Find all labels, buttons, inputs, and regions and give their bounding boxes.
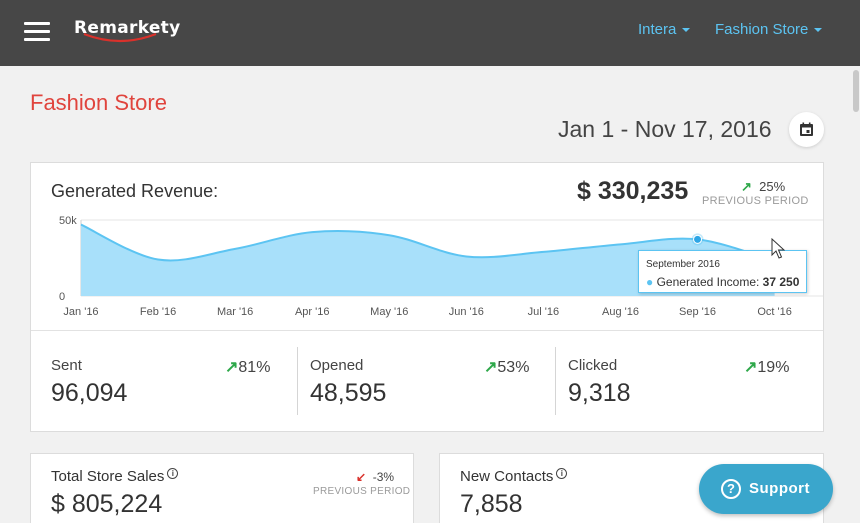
metric-trend-value: 53% bbox=[497, 359, 530, 376]
menu-icon[interactable] bbox=[24, 22, 50, 42]
x-tick-label: Jun '16 bbox=[449, 306, 484, 318]
metric-label: Clicked bbox=[568, 357, 618, 374]
revenue-trend: ↗ 25% bbox=[741, 179, 785, 195]
trend-up-icon: ↗ bbox=[225, 359, 239, 376]
metric-value: 96,094 bbox=[51, 379, 128, 407]
tooltip-date: September 2016 bbox=[646, 259, 720, 270]
metric-value: 9,318 bbox=[568, 379, 631, 407]
trend-up-icon: ↗ bbox=[741, 179, 752, 194]
page-scrollbar-track[interactable] bbox=[852, 66, 860, 523]
metric-separator bbox=[555, 347, 556, 415]
caret-down-icon bbox=[682, 28, 691, 33]
x-tick-label: Apr '16 bbox=[295, 306, 330, 318]
metric-label: Sent bbox=[51, 357, 82, 374]
metric-trend: ↗53% bbox=[484, 357, 529, 377]
x-tick-label: May '16 bbox=[370, 306, 408, 318]
revenue-trend-value: 25% bbox=[759, 179, 786, 194]
calendar-icon bbox=[800, 122, 813, 136]
new-contacts-value: 7,858 bbox=[460, 490, 523, 518]
metric-value: 48,595 bbox=[310, 379, 387, 407]
tooltip-value: 37 250 bbox=[762, 275, 800, 289]
new-contacts-label: New Contacts bbox=[460, 468, 554, 485]
store-sales-label-row: Total Store Sales i bbox=[51, 468, 179, 485]
question-icon: ? bbox=[721, 479, 741, 499]
calendar-button[interactable] bbox=[789, 112, 824, 147]
metric-sent: Sent 96,094 ↗81% bbox=[51, 349, 273, 415]
tooltip-label: Generated Income: bbox=[656, 275, 760, 289]
series-line bbox=[80, 223, 775, 263]
x-tick-label: Jul '16 bbox=[528, 306, 559, 318]
metric-separator bbox=[297, 347, 298, 415]
revenue-amount: $ 330,235 bbox=[577, 177, 689, 205]
date-range: Jan 1 - Nov 17, 2016 bbox=[558, 116, 772, 142]
info-icon[interactable]: i bbox=[167, 468, 179, 479]
x-tick-label: Mar '16 bbox=[217, 306, 253, 318]
revenue-previous-period: PREVIOUS PERIOD bbox=[702, 195, 809, 207]
store-dropdown[interactable]: Fashion Store bbox=[715, 21, 823, 38]
mouse-pointer-icon bbox=[771, 238, 785, 259]
x-tick-label: Aug '16 bbox=[602, 306, 639, 318]
new-contacts-label-row: New Contacts i bbox=[460, 468, 568, 485]
metric-trend: ↗81% bbox=[225, 357, 270, 377]
support-label: Support bbox=[749, 480, 810, 497]
store-dropdown-label: Fashion Store bbox=[715, 21, 809, 38]
trend-up-icon: ↗ bbox=[484, 359, 498, 376]
series-area bbox=[81, 224, 775, 296]
store-sales-trend-value: -3% bbox=[372, 470, 395, 484]
metric-label: Opened bbox=[310, 357, 364, 374]
account-dropdown-label: Intera bbox=[638, 21, 677, 38]
revenue-card: Generated Revenue: $ 330,235 ↗ 25% PREVI… bbox=[30, 162, 824, 432]
trend-up-icon: ↗ bbox=[744, 359, 758, 376]
x-tick-label: Oct '16 bbox=[757, 306, 792, 318]
logo-swoosh-icon bbox=[83, 32, 157, 43]
account-dropdown[interactable]: Intera bbox=[638, 21, 691, 38]
revenue-title: Generated Revenue: bbox=[51, 181, 219, 201]
metric-trend-value: 19% bbox=[757, 359, 790, 376]
store-sales-card: Total Store Sales i $ 805,224 ↙ -3% PREVI… bbox=[30, 453, 414, 523]
y-tick-label: 50k bbox=[59, 215, 77, 227]
metric-trend: ↗19% bbox=[744, 357, 789, 377]
metric-clicked: Clicked 9,318 ↗19% bbox=[568, 349, 790, 415]
trend-down-icon: ↙ bbox=[356, 470, 367, 484]
metrics-divider bbox=[31, 330, 823, 331]
store-sales-label: Total Store Sales bbox=[51, 468, 165, 485]
caret-down-icon bbox=[814, 28, 823, 33]
support-button[interactable]: ? Support bbox=[699, 464, 833, 514]
store-sales-previous-period: PREVIOUS PERIOD bbox=[313, 486, 411, 497]
revenue-chart[interactable]: 0 50k Jan '16 Feb '16 Mar '16 Apr '16 May '16 J… bbox=[31, 163, 825, 323]
page-scrollbar-thumb[interactable] bbox=[853, 70, 859, 112]
logo-text: Remarkety bbox=[74, 18, 181, 38]
metric-opened: Opened 48,595 ↗53% bbox=[310, 349, 532, 415]
page-title: Fashion Store bbox=[30, 90, 167, 115]
remarkety-logo[interactable]: Remarkety bbox=[74, 16, 184, 48]
tooltip-value-line: ● Generated Income: 37 250 bbox=[646, 275, 799, 289]
store-sales-value: $ 805,224 bbox=[51, 490, 163, 518]
y-tick-label: 0 bbox=[59, 291, 65, 303]
x-tick-label: Jan '16 bbox=[63, 306, 98, 318]
data-point bbox=[693, 234, 703, 244]
chart-tooltip: September 2016 ● Generated Income: 37 25… bbox=[638, 250, 807, 293]
top-navigation-bar: Remarkety Intera Fashion Store bbox=[0, 0, 860, 66]
store-sales-trend: ↙ -3% bbox=[356, 470, 394, 484]
info-icon[interactable]: i bbox=[556, 468, 568, 479]
metric-trend-value: 81% bbox=[238, 359, 271, 376]
series-dot-icon: ● bbox=[646, 275, 654, 289]
x-tick-label: Sep '16 bbox=[679, 306, 716, 318]
x-tick-label: Feb '16 bbox=[140, 306, 176, 318]
